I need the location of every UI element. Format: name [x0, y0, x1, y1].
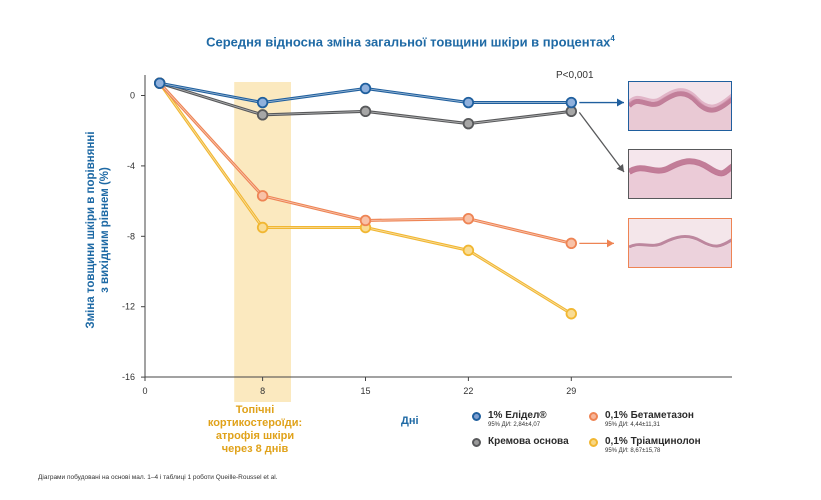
data-point	[565, 237, 578, 250]
data-point	[359, 105, 372, 118]
data-point	[565, 308, 578, 320]
band-annotation-line1: Топічні	[235, 404, 275, 416]
legend-label-cream-base: Кремова основа	[488, 436, 569, 447]
p-value-annotation: P<0,001	[556, 70, 594, 81]
data-point	[256, 109, 269, 121]
band-annotation: Топічні кортикостероїди: атрофія шкіри ч…	[196, 404, 314, 456]
data-point	[462, 244, 475, 257]
data-point	[462, 212, 475, 225]
x-tick-label: 0	[142, 386, 147, 396]
legend-marker-cream-base	[472, 438, 481, 447]
x-tick-label: 22	[463, 386, 473, 396]
data-point	[462, 96, 475, 109]
arrow-betamethasone-head	[607, 239, 614, 248]
histology-betamethasone-graphic	[629, 219, 731, 267]
x-tick-label: 8	[260, 386, 265, 396]
y-tick-label: -12	[122, 302, 135, 312]
data-point	[359, 82, 372, 95]
band-annotation-line2: кортикостероїди:	[207, 417, 303, 429]
legend-label-betamethasone: 0,1% Бетаметазон	[605, 410, 694, 421]
legend-marker-elidel	[472, 412, 481, 421]
legend-ci-elidel: 95% ДИ: 2,84±4,07	[488, 422, 541, 428]
highlight-band	[234, 82, 291, 402]
histology-image-betamethasone	[628, 218, 732, 268]
histology-vehicle-graphic	[629, 150, 731, 198]
x-tick-label: 15	[360, 386, 370, 396]
legend-marker-betamethasone	[589, 412, 598, 421]
footnote: Діаграми побудовані на основі мал. 1–4 і…	[38, 474, 278, 481]
data-point	[256, 190, 269, 202]
data-point	[462, 117, 475, 130]
data-point	[359, 214, 372, 227]
band-annotation-line3: атрофія шкіри	[215, 430, 295, 442]
histology-image-vehicle	[628, 149, 732, 199]
y-tick-label: 0	[130, 91, 135, 101]
band-annotation-line4: через 8 днів	[221, 443, 289, 455]
legend-label-triamcinolone: 0,1% Тріамцинолон	[605, 436, 701, 447]
y-tick-label: -16	[122, 372, 135, 382]
histology-elidel-graphic	[629, 82, 731, 130]
arrow-elidel-head	[617, 98, 624, 107]
chart-title-text: Середня відносна зміна загальної товщини…	[206, 34, 611, 50]
legend-ci-betamethasone: 95% ДИ: 4,44±11,31	[605, 422, 660, 428]
data-point	[256, 221, 269, 234]
data-point	[565, 96, 578, 109]
data-point	[256, 96, 269, 109]
legend-ci-triamcinolone: 95% ДИ: 8,67±15,78	[605, 448, 661, 454]
histology-image-elidel	[628, 81, 732, 131]
chart-title-superscript: 4	[610, 34, 615, 43]
data-point	[153, 77, 166, 89]
y-tick-label: -4	[127, 161, 135, 171]
y-tick-label: -8	[127, 231, 135, 241]
arrow-cream-base	[578, 111, 625, 173]
x-axis-label: Дні	[401, 415, 419, 427]
chart-title: Середня відносна зміна загальної товщини…	[0, 34, 821, 49]
x-tick-label: 29	[566, 386, 576, 396]
legend-marker-triamcinolone	[589, 438, 598, 447]
legend-label-elidel: 1% Елідел®	[488, 410, 547, 421]
arrow-cream-base-head	[616, 163, 624, 172]
